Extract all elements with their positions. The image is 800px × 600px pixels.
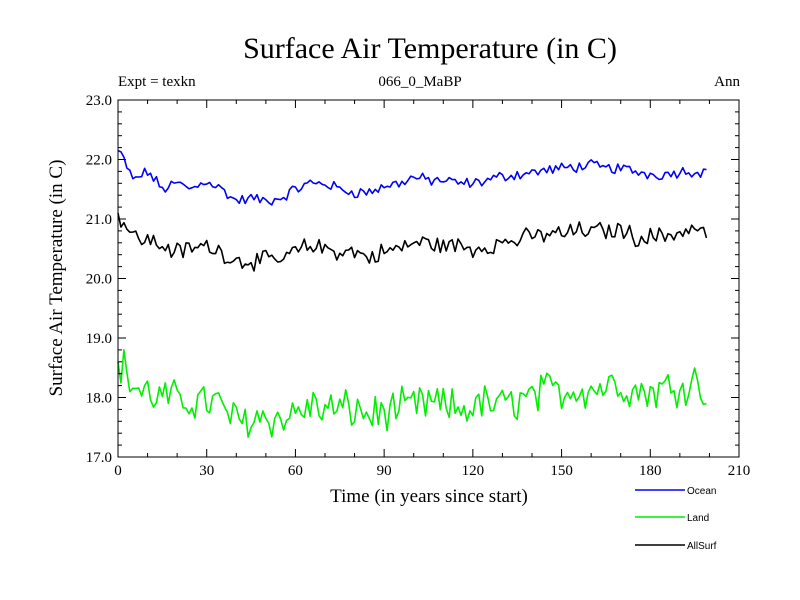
chart-subtitle: 066_0_MaBP	[378, 74, 461, 90]
x-tick-label: 60	[288, 463, 303, 479]
series-line-ocean	[117, 149, 707, 206]
x-axis-label: Time (in years since start)	[330, 486, 528, 507]
y-tick-label: 22.0	[86, 153, 112, 169]
y-tick-label: 20.0	[86, 272, 112, 288]
y-tick-label: 18.0	[86, 391, 112, 407]
y-tick-label: 21.0	[86, 212, 112, 228]
y-tick-label: 19.0	[86, 331, 112, 347]
x-tick-label: 0	[114, 463, 122, 479]
legend-label-allsurf: AllSurf	[687, 541, 717, 552]
series-line-land	[117, 349, 707, 438]
x-tick-label: 150	[550, 463, 573, 479]
period-label: Ann	[714, 74, 740, 90]
series-layer	[117, 149, 708, 438]
y-tick-label: 17.0	[86, 450, 112, 466]
chart-title: Surface Air Temperature (in C)	[243, 32, 617, 65]
x-tick-label: 30	[199, 463, 214, 479]
y-tick-label: 23.0	[86, 93, 112, 109]
x-tick-label: 90	[377, 463, 392, 479]
legend-label-ocean: Ocean	[687, 486, 716, 497]
series-line-allsurf	[117, 212, 708, 272]
tick-layer: 0 30 60 90 120 150 180 210 17.0 18.0 19.0 20.0 21.0 2…	[86, 93, 751, 479]
legend-label-land: Land	[687, 513, 709, 524]
experiment-label: Expt = texkn	[118, 74, 196, 90]
x-tick-label: 210	[728, 463, 751, 479]
x-tick-label: 120	[462, 463, 485, 479]
y-axis-label: Surface Air Temperature (in C)	[46, 160, 67, 397]
legend: Ocean Land AllSurf	[635, 486, 717, 552]
plot-frame	[117, 99, 740, 458]
x-tick-label: 180	[639, 463, 662, 479]
